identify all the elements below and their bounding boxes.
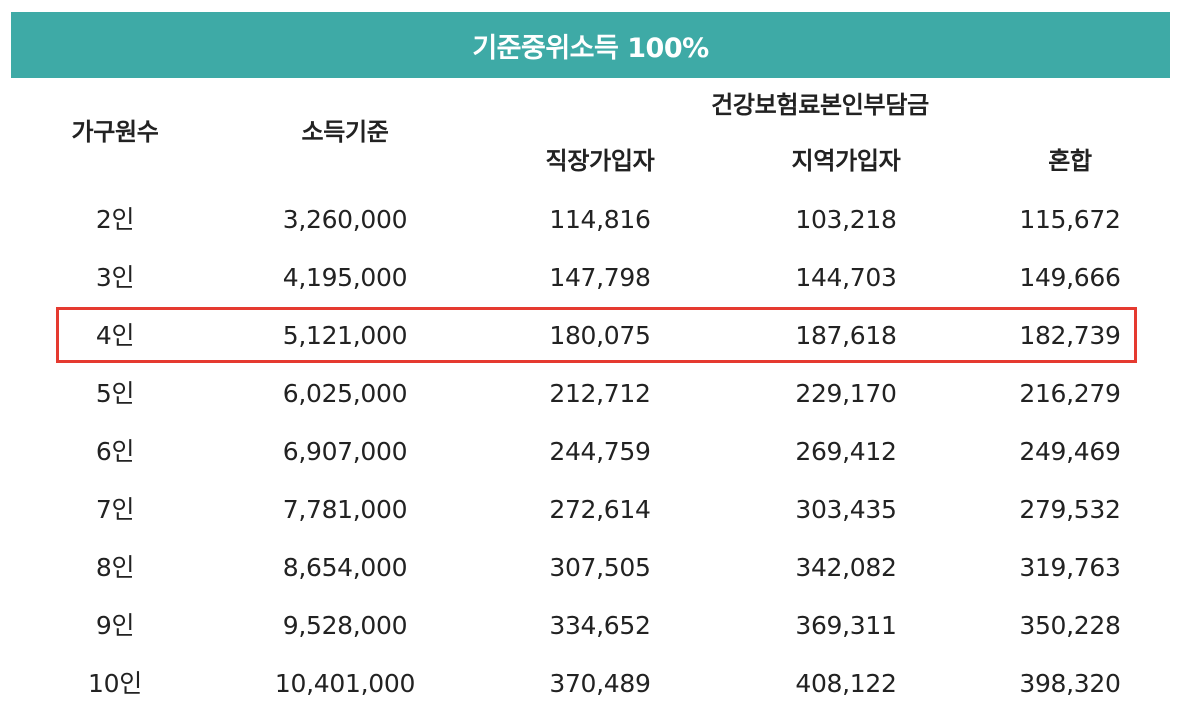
household-cell: 2인 — [95, 205, 135, 234]
mixed-premium-cell: 216,279 — [1019, 379, 1121, 408]
regional-premium-cell: 342,082 — [795, 553, 897, 582]
mixed-premium-cell: 115,672 — [1019, 205, 1121, 234]
regional-premium-cell: 103,218 — [795, 205, 897, 234]
income-cell: 3,260,000 — [282, 205, 408, 234]
employee-premium-cell: 370,489 — [549, 669, 651, 698]
employee-premium-cell: 334,652 — [549, 611, 651, 640]
table-title: 기준중위소득 100% — [472, 32, 709, 64]
household-cell: 6인 — [95, 437, 135, 466]
household-cell: 5인 — [95, 379, 135, 408]
header-regional: 지역가입자 — [791, 147, 901, 175]
household-cell: 10인 — [88, 669, 142, 698]
highlighted-row-outline — [56, 307, 1137, 363]
mixed-premium-cell: 279,532 — [1019, 495, 1121, 524]
header-mixed: 혼합 — [1048, 147, 1092, 175]
income-cell: 9,528,000 — [282, 611, 408, 640]
header-premium-group: 건강보험료본인부담금 — [711, 91, 929, 119]
regional-premium-cell: 369,311 — [795, 611, 897, 640]
mixed-premium-cell: 182,739 — [1019, 321, 1121, 350]
mixed-premium-cell: 398,320 — [1019, 669, 1121, 698]
income-cell: 6,025,000 — [282, 379, 408, 408]
income-cell: 4,195,000 — [282, 263, 408, 292]
header-household: 가구원수 — [71, 118, 159, 146]
income-cell: 7,781,000 — [282, 495, 408, 524]
employee-premium-cell: 307,505 — [549, 553, 651, 582]
income-cell: 8,654,000 — [282, 553, 408, 582]
household-cell: 9인 — [95, 611, 135, 640]
regional-premium-cell: 408,122 — [795, 669, 897, 698]
employee-premium-cell: 244,759 — [549, 437, 651, 466]
income-cell: 5,121,000 — [282, 321, 408, 350]
mixed-premium-cell: 350,228 — [1019, 611, 1121, 640]
household-cell: 7인 — [95, 495, 135, 524]
mixed-premium-cell: 149,666 — [1019, 263, 1121, 292]
employee-premium-cell: 114,816 — [549, 205, 651, 234]
regional-premium-cell: 269,412 — [795, 437, 897, 466]
table-title-banner: 기준중위소득 100% — [11, 12, 1170, 78]
employee-premium-cell: 147,798 — [549, 263, 651, 292]
employee-premium-cell: 272,614 — [549, 495, 651, 524]
mixed-premium-cell: 249,469 — [1019, 437, 1121, 466]
household-cell: 8인 — [95, 553, 135, 582]
regional-premium-cell: 229,170 — [795, 379, 897, 408]
mixed-premium-cell: 319,763 — [1019, 553, 1121, 582]
income-cell: 10,401,000 — [274, 669, 416, 698]
employee-premium-cell: 180,075 — [549, 321, 651, 350]
household-cell: 3인 — [95, 263, 135, 292]
household-cell: 4인 — [95, 321, 135, 350]
employee-premium-cell: 212,712 — [549, 379, 651, 408]
regional-premium-cell: 187,618 — [795, 321, 897, 350]
regional-premium-cell: 144,703 — [795, 263, 897, 292]
regional-premium-cell: 303,435 — [795, 495, 897, 524]
header-employee: 직장가입자 — [545, 147, 655, 175]
header-income: 소득기준 — [301, 118, 389, 146]
income-cell: 6,907,000 — [282, 437, 408, 466]
